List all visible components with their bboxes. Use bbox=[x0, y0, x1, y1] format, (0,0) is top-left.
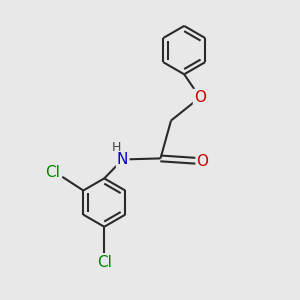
Text: Cl: Cl bbox=[97, 255, 112, 270]
Text: H: H bbox=[112, 141, 121, 154]
Text: N: N bbox=[117, 152, 128, 167]
Text: O: O bbox=[194, 90, 206, 105]
Text: O: O bbox=[196, 154, 208, 169]
Text: Cl: Cl bbox=[45, 165, 60, 180]
